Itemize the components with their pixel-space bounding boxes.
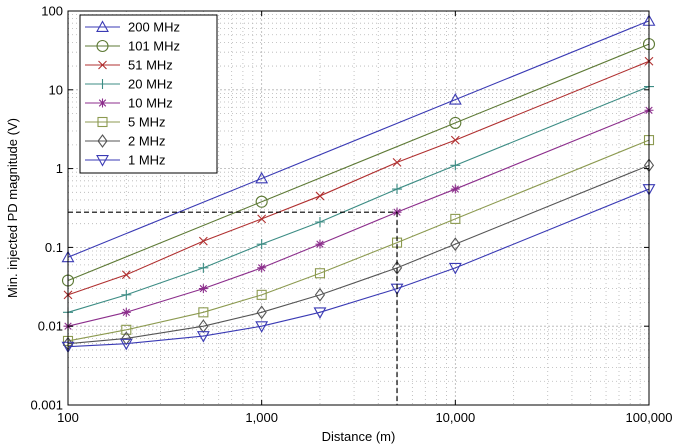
series-line bbox=[67, 139, 650, 342]
series-line bbox=[67, 188, 650, 348]
data-point bbox=[198, 319, 209, 334]
data-point bbox=[256, 239, 267, 250]
legend-marker bbox=[97, 134, 108, 148]
series-line bbox=[67, 86, 650, 313]
legend-box bbox=[79, 14, 218, 174]
legend-label: 20 MHz bbox=[128, 77, 173, 92]
data-point bbox=[313, 307, 327, 319]
legend-marker bbox=[96, 20, 109, 32]
data-point bbox=[448, 93, 462, 105]
data-point bbox=[198, 284, 208, 294]
legend-item: 20 MHz bbox=[85, 77, 173, 92]
legend-label: 10 MHz bbox=[128, 96, 173, 111]
legend-label: 51 MHz bbox=[128, 58, 173, 73]
y-tick-label: 0.01 bbox=[38, 319, 63, 334]
legend-item: 10 MHz bbox=[85, 96, 173, 111]
series-line bbox=[67, 60, 650, 296]
legend-label: 101 MHz bbox=[128, 39, 180, 54]
legend-marker bbox=[98, 98, 107, 108]
data-point bbox=[257, 263, 267, 273]
data-point bbox=[448, 262, 462, 275]
data-point bbox=[314, 287, 326, 302]
data-point bbox=[119, 338, 133, 351]
legend-label: 2 MHz bbox=[128, 134, 166, 149]
data-point bbox=[450, 135, 460, 145]
data-point bbox=[315, 191, 325, 201]
y-tick-label: 100 bbox=[41, 4, 63, 19]
data-point bbox=[198, 307, 209, 318]
legend-label: 5 MHz bbox=[128, 115, 166, 130]
data-point bbox=[121, 289, 132, 300]
data-point bbox=[450, 160, 461, 171]
data-point bbox=[198, 236, 208, 246]
data-point bbox=[257, 214, 267, 224]
x-tick-label: 100,000 bbox=[626, 410, 673, 425]
data-point bbox=[256, 289, 267, 300]
data-point bbox=[121, 270, 131, 280]
data-point bbox=[450, 184, 460, 194]
data-point bbox=[450, 213, 461, 224]
series-2-mhz bbox=[62, 158, 655, 351]
series-line bbox=[67, 43, 650, 282]
y-tick-label: 10 bbox=[49, 82, 63, 97]
legend-item: 200 MHz bbox=[85, 20, 180, 35]
legend-marker bbox=[98, 60, 107, 70]
legend-marker bbox=[96, 39, 109, 53]
plot-frame bbox=[67, 10, 650, 406]
data-point bbox=[255, 195, 268, 208]
data-point bbox=[121, 324, 132, 335]
x-tick-label: 1,000 bbox=[245, 410, 278, 425]
data-point bbox=[198, 262, 209, 273]
data-point bbox=[196, 331, 210, 343]
data-point bbox=[256, 305, 267, 320]
data-point bbox=[314, 217, 325, 228]
data-point bbox=[392, 157, 402, 167]
y-tick-label: 0.1 bbox=[45, 240, 63, 255]
legend-item: 5 MHz bbox=[85, 115, 166, 130]
legend-label: 1 MHz bbox=[128, 153, 166, 168]
data-point bbox=[391, 260, 403, 275]
legend-marker bbox=[97, 79, 108, 89]
legend-item: 51 MHz bbox=[85, 58, 173, 73]
data-point bbox=[392, 184, 403, 195]
data-point bbox=[450, 237, 461, 252]
series-line bbox=[67, 109, 650, 327]
data-point bbox=[315, 239, 325, 249]
legend: 200 MHz 101 MHz 51 MHz 20 MHz 10 MHz 5 MHz 2 M… bbox=[79, 14, 218, 174]
data-point bbox=[449, 116, 462, 129]
y-tick-label: 1 bbox=[56, 161, 63, 176]
y-axis-label: Min. injected PD magnitude (V) bbox=[5, 118, 20, 298]
legend-item: 1 MHz bbox=[85, 153, 166, 168]
data-point bbox=[121, 307, 131, 317]
series-1-mhz bbox=[61, 184, 656, 354]
data-point bbox=[255, 171, 269, 184]
x-tick-label: 10,000 bbox=[435, 410, 475, 425]
x-axis-label: Distance (m) bbox=[322, 429, 396, 444]
x-tick-label: 100 bbox=[57, 410, 79, 425]
data-point bbox=[121, 331, 132, 346]
legend-item: 101 MHz bbox=[85, 39, 180, 54]
data-point bbox=[314, 268, 326, 279]
series-line bbox=[67, 20, 650, 258]
y-tick-label: 0.001 bbox=[30, 398, 63, 413]
series-line bbox=[67, 164, 650, 345]
data-point bbox=[255, 321, 269, 333]
legend-marker bbox=[97, 116, 108, 128]
annotations bbox=[68, 211, 398, 405]
legend-marker bbox=[96, 155, 109, 167]
legend-label: 200 MHz bbox=[128, 20, 180, 35]
legend-item: 2 MHz bbox=[85, 134, 166, 149]
axis-ticks: 100 1,000 10,000 100,000 0.001 0.01 0.1 1 10 100 bbox=[30, 4, 672, 426]
